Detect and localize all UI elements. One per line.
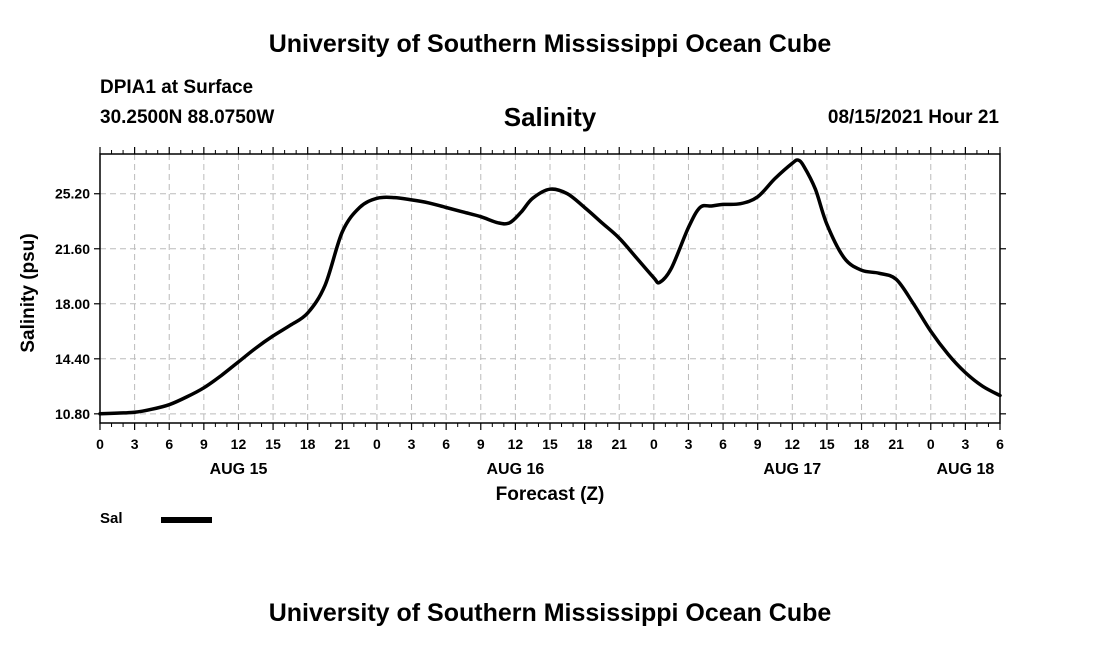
y-tick-label: 21.60: [55, 241, 90, 257]
x-tick-label: 9: [754, 436, 762, 452]
footer-title: University of Southern Mississippi Ocean…: [268, 599, 832, 627]
x-tick-label: 21: [888, 436, 904, 452]
page-title: University of Southern Mississippi Ocean…: [268, 30, 832, 58]
x-tick-label: 18: [300, 436, 316, 452]
x-tick-label: 3: [408, 436, 416, 452]
y-axis-title: Salinity (psu): [18, 233, 39, 352]
x-tick-label: 0: [373, 436, 381, 452]
x-tick-label: 9: [200, 436, 208, 452]
ticks: [94, 147, 1006, 430]
y-tick-label: 10.80: [55, 406, 90, 422]
x-tick-label: 0: [927, 436, 935, 452]
grid: [100, 154, 1000, 423]
x-tick-label: 21: [335, 436, 351, 452]
x-tick-label: 6: [442, 436, 450, 452]
x-tick-labels: 0 3 6 9 12 15 18 21 0 3 6 9 12 15 18 21 0 3 6 9 12 15 18 21 0 3 6: [96, 436, 1004, 452]
x-tick-label: 15: [265, 436, 281, 452]
legend-swatch: [161, 517, 212, 523]
x-tick-label: 15: [542, 436, 558, 452]
x-tick-label: 15: [819, 436, 835, 452]
x-tick-label: 18: [854, 436, 870, 452]
x-tick-label: 0: [650, 436, 658, 452]
x-tick-label: 6: [165, 436, 173, 452]
x-date-label: AUG 15: [210, 461, 268, 478]
x-date-label: AUG 16: [486, 461, 544, 478]
x-tick-label: 0: [96, 436, 104, 452]
series-line-sal: [98, 158, 1002, 416]
x-tick-label: 9: [477, 436, 485, 452]
x-date-label: AUG 18: [936, 461, 994, 478]
x-date-label: AUG 17: [763, 461, 821, 478]
x-tick-label: 3: [961, 436, 969, 452]
x-tick-label: 12: [231, 436, 247, 452]
x-tick-label: 21: [611, 436, 627, 452]
station-label: DPIA1 at Surface: [100, 77, 254, 98]
y-tick-labels: 10.80 14.40 18.00 21.60 25.20: [55, 186, 90, 422]
coordinates-label: 30.2500N 88.0750W: [100, 107, 275, 128]
x-tick-label: 18: [577, 436, 593, 452]
chart-title: Salinity: [503, 102, 597, 132]
y-tick-label: 14.40: [55, 351, 90, 367]
series-layer: [98, 158, 1002, 416]
y-tick-label: 18.00: [55, 296, 90, 312]
x-tick-label: 12: [785, 436, 801, 452]
datetime-label: 08/15/2021 Hour 21: [827, 107, 999, 128]
legend-label: Sal: [100, 510, 123, 527]
y-tick-label: 25.20: [55, 186, 90, 202]
x-tick-label: 3: [131, 436, 139, 452]
x-tick-label: 6: [719, 436, 727, 452]
x-tick-label: 6: [996, 436, 1004, 452]
x-axis-title: Forecast (Z): [496, 484, 605, 505]
x-tick-label: 3: [685, 436, 693, 452]
x-tick-label: 12: [508, 436, 524, 452]
date-labels: AUG 15 AUG 16 AUG 17 AUG 18: [210, 461, 995, 478]
